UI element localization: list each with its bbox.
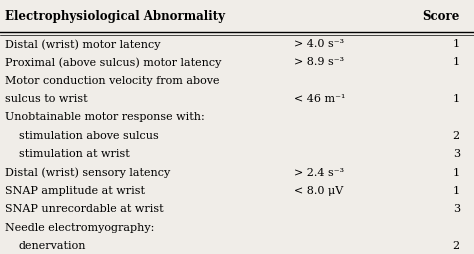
Text: Distal (wrist) sensory latency: Distal (wrist) sensory latency bbox=[5, 167, 170, 177]
Text: denervation: denervation bbox=[19, 240, 86, 250]
Text: 1: 1 bbox=[453, 185, 460, 195]
Text: 3: 3 bbox=[453, 149, 460, 158]
Text: 1: 1 bbox=[453, 57, 460, 67]
Text: 1: 1 bbox=[453, 94, 460, 104]
Text: 1: 1 bbox=[453, 39, 460, 49]
Text: Distal (wrist) motor latency: Distal (wrist) motor latency bbox=[5, 39, 160, 49]
Text: < 8.0 μV: < 8.0 μV bbox=[294, 185, 343, 195]
Text: SNAP amplitude at wrist: SNAP amplitude at wrist bbox=[5, 185, 145, 195]
Text: 2: 2 bbox=[453, 130, 460, 140]
Text: 1: 1 bbox=[453, 167, 460, 177]
Text: Proximal (above sulcus) motor latency: Proximal (above sulcus) motor latency bbox=[5, 57, 221, 68]
Text: Score: Score bbox=[422, 10, 460, 23]
Text: sulcus to wrist: sulcus to wrist bbox=[5, 94, 87, 104]
Text: Electrophysiological Abnormality: Electrophysiological Abnormality bbox=[5, 10, 225, 23]
Text: Needle electromyography:: Needle electromyography: bbox=[5, 222, 154, 232]
Text: < 46 m⁻¹: < 46 m⁻¹ bbox=[294, 94, 345, 104]
Text: Motor conduction velocity from above: Motor conduction velocity from above bbox=[5, 75, 219, 85]
Text: stimulation above sulcus: stimulation above sulcus bbox=[19, 130, 159, 140]
Text: 2: 2 bbox=[453, 240, 460, 250]
Text: SNAP unrecordable at wrist: SNAP unrecordable at wrist bbox=[5, 203, 164, 213]
Text: stimulation at wrist: stimulation at wrist bbox=[19, 149, 130, 158]
Text: > 4.0 s⁻³: > 4.0 s⁻³ bbox=[294, 39, 344, 49]
Text: 3: 3 bbox=[453, 203, 460, 213]
Text: > 2.4 s⁻³: > 2.4 s⁻³ bbox=[294, 167, 344, 177]
Text: Unobtainable motor response with:: Unobtainable motor response with: bbox=[5, 112, 204, 122]
Text: > 8.9 s⁻³: > 8.9 s⁻³ bbox=[294, 57, 344, 67]
